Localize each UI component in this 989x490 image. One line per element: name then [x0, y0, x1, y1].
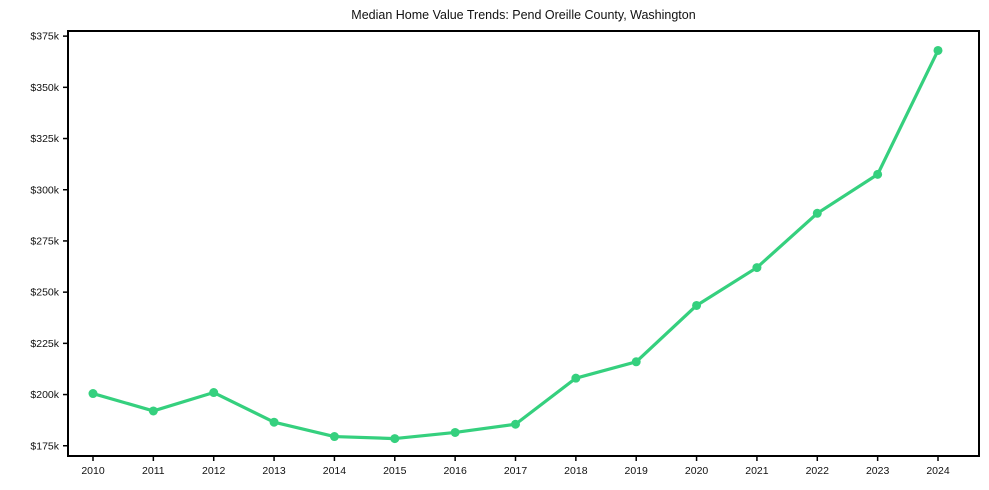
- data-point-marker: [933, 45, 943, 55]
- x-tick-label: 2018: [564, 465, 588, 477]
- data-point-marker: [269, 417, 279, 427]
- data-point-marker: [390, 434, 400, 444]
- x-tick-label: 2016: [443, 465, 467, 477]
- x-tick-label: 2024: [926, 465, 950, 477]
- x-tick-label: 2019: [625, 465, 649, 477]
- y-tick-label: $250k: [30, 287, 59, 299]
- y-tick-label: $200k: [30, 389, 59, 401]
- data-point-marker: [812, 208, 822, 218]
- value-line: [91, 48, 940, 441]
- y-tick-label: $175k: [30, 440, 59, 452]
- data-point-marker: [752, 263, 762, 273]
- data-point-marker: [873, 169, 883, 179]
- x-tick-label: 2010: [81, 465, 105, 477]
- x-tick-label: 2020: [685, 465, 709, 477]
- y-tick-label: $275k: [30, 236, 59, 248]
- x-tick-label: 2022: [806, 465, 830, 477]
- x-tick-label: 2023: [866, 465, 890, 477]
- data-point-marker: [571, 373, 581, 383]
- x-tick-label: 2011: [142, 465, 165, 477]
- data-point-marker: [329, 432, 339, 442]
- data-point-marker: [209, 388, 219, 398]
- data-point-marker: [450, 427, 460, 437]
- plot-border: [67, 30, 980, 457]
- y-tick-label: $225k: [30, 338, 59, 350]
- data-point-marker: [692, 300, 702, 310]
- y-tick-label: $325k: [30, 133, 59, 145]
- y-tick-label: $300k: [30, 184, 59, 196]
- x-tick-label: 2017: [504, 465, 528, 477]
- x-tick-label: 2015: [383, 465, 407, 477]
- data-point-marker: [631, 357, 641, 367]
- x-tick-label: 2013: [262, 465, 286, 477]
- data-point-marker: [511, 419, 520, 429]
- chart-title: Median Home Value Trends: Pend Oreille C…: [351, 8, 696, 22]
- data-point-marker: [88, 389, 98, 399]
- y-tick-label: $350k: [30, 82, 59, 94]
- x-tick-label: 2014: [323, 465, 347, 477]
- x-tick-label: 2021: [745, 465, 769, 477]
- y-tick-label: $375k: [30, 31, 59, 43]
- x-tick-label: 2012: [202, 465, 226, 477]
- data-point-marker: [148, 406, 158, 416]
